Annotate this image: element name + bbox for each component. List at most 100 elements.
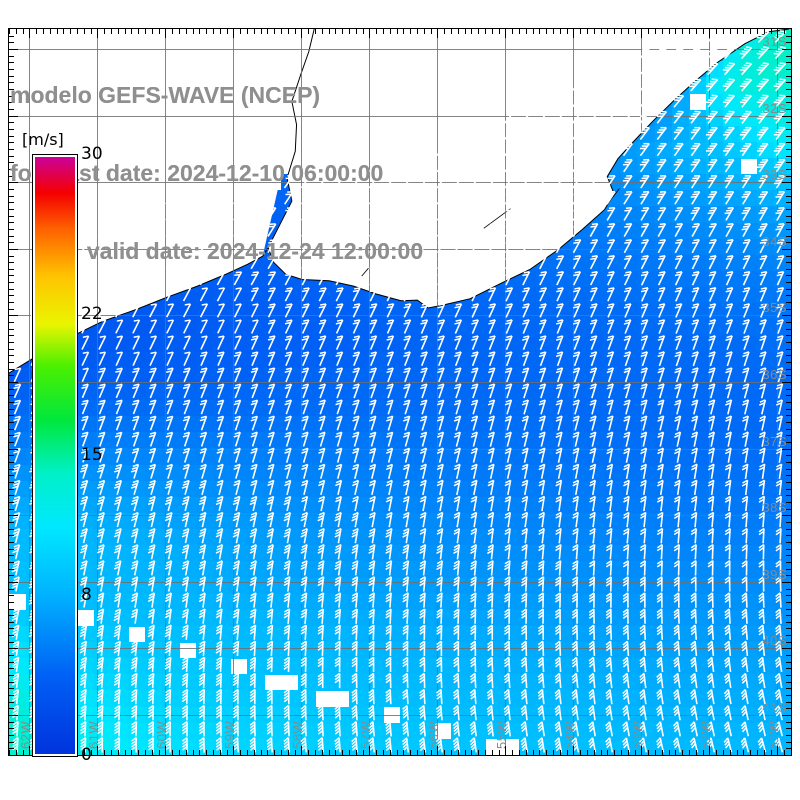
- axis-tick-y: [786, 568, 791, 570]
- mesh-cell: [587, 642, 605, 659]
- axis-tick-y: [786, 268, 791, 270]
- gridline-lat-41S: [9, 715, 791, 716]
- mesh-cell: [213, 674, 231, 692]
- mesh-cell: [587, 529, 605, 546]
- mesh-cell: [196, 448, 214, 466]
- mesh-cell: [519, 448, 537, 466]
- mesh-cell: [536, 351, 554, 369]
- mesh-cell: [400, 416, 418, 433]
- axis-tick-y: [786, 355, 791, 357]
- mesh-cell: [740, 319, 758, 337]
- mesh-cell: [417, 625, 435, 643]
- axis-tick-x: [355, 750, 357, 755]
- gridline-lat-38S: [9, 515, 791, 517]
- mesh-cell: [111, 496, 129, 514]
- mesh-cell: [349, 400, 367, 417]
- mesh-cell: [417, 642, 435, 659]
- mesh-cell: [451, 351, 469, 369]
- axis-tick-x: [621, 29, 622, 34]
- mesh-cell: [281, 545, 299, 562]
- mesh-cell: [196, 545, 214, 562]
- mesh-cell: [553, 125, 571, 143]
- mesh-cell: [485, 545, 503, 562]
- mesh-cell: [604, 480, 622, 498]
- axis-tick-y: [786, 375, 791, 377]
- mesh-cell: [383, 400, 401, 417]
- mesh-cell: [485, 609, 503, 627]
- mesh-cell: [689, 593, 707, 611]
- mesh-cell: [621, 206, 639, 224]
- mesh-cell: [655, 593, 673, 611]
- mesh-cell: [77, 400, 95, 417]
- axis-tick-x: [172, 750, 174, 755]
- axis-tick-x: [485, 750, 486, 755]
- mesh-cell: [349, 416, 367, 433]
- mesh-cell: [757, 77, 775, 95]
- axis-tick-y: [9, 548, 14, 550]
- mesh-cell: [111, 738, 129, 755]
- mesh-cell: [740, 448, 758, 466]
- axis-tick-y: [9, 435, 14, 437]
- mesh-cell: [315, 351, 333, 369]
- mesh-cell: [196, 432, 214, 450]
- mesh-cell: [349, 383, 367, 401]
- mesh-cell: [621, 448, 639, 466]
- axis-tick-x: [124, 750, 126, 755]
- axis-tick-y: [786, 328, 791, 330]
- mesh-cell: [689, 287, 707, 304]
- mesh-cell: [451, 561, 469, 579]
- mesh-cell: [383, 593, 401, 611]
- mesh-cell: [519, 464, 537, 482]
- mesh-cell: [179, 351, 197, 369]
- mesh-cell: [536, 593, 554, 611]
- axis-tick-x: [457, 750, 459, 755]
- axis-tick-y: [786, 222, 791, 224]
- mesh-cell: [536, 561, 554, 579]
- mesh-cell: [128, 722, 146, 740]
- mesh-cell: [468, 416, 486, 433]
- mesh-cell: [9, 642, 27, 659]
- mesh-cell: [655, 190, 673, 208]
- mesh-cell: [672, 303, 690, 320]
- axis-tick-x: [641, 29, 643, 38]
- mesh-cell: [196, 416, 214, 433]
- lat-label-38S: 38S: [762, 500, 787, 516]
- mesh-cell: [519, 480, 537, 498]
- axis-tick-y: [786, 621, 791, 623]
- mesh-cell: [604, 432, 622, 450]
- axis-tick-y: [9, 575, 14, 577]
- gridline-lat-39S: [9, 581, 791, 583]
- mesh-cell: [672, 254, 690, 272]
- mesh-cell: [723, 545, 741, 562]
- axis-tick-x: [451, 750, 452, 755]
- mesh-cell: [536, 690, 554, 708]
- mesh-cell: [519, 206, 537, 224]
- mesh-cell: [655, 61, 673, 78]
- mesh-cell: [196, 496, 214, 514]
- mesh-cell: [383, 690, 401, 708]
- mesh-cell: [587, 77, 605, 95]
- axis-tick-y: [786, 461, 791, 463]
- colorbar[interactable]: [32, 154, 78, 757]
- mesh-cell: [723, 561, 741, 579]
- mesh-cell: [672, 77, 690, 95]
- lon-label-56W: 56W: [426, 720, 442, 749]
- mesh-cell: [672, 609, 690, 627]
- mesh-cell: [604, 593, 622, 611]
- mesh-cell: [655, 77, 673, 95]
- axis-tick-y: [786, 508, 791, 510]
- mesh-cell: [468, 561, 486, 579]
- mesh-cell: [247, 400, 265, 417]
- mesh-cell: [655, 416, 673, 433]
- mesh-cell: [264, 496, 282, 514]
- mesh-cell: [587, 609, 605, 627]
- mesh-cell: [349, 561, 367, 579]
- axis-tick-x: [682, 750, 684, 755]
- mesh-cell: [740, 141, 758, 159]
- mesh-cell: [111, 480, 129, 498]
- mesh-cell: [451, 738, 469, 755]
- axis-tick-y: [9, 521, 14, 523]
- mesh-cell: [77, 480, 95, 498]
- mesh-cell: [604, 448, 622, 466]
- mesh-cell: [468, 480, 486, 498]
